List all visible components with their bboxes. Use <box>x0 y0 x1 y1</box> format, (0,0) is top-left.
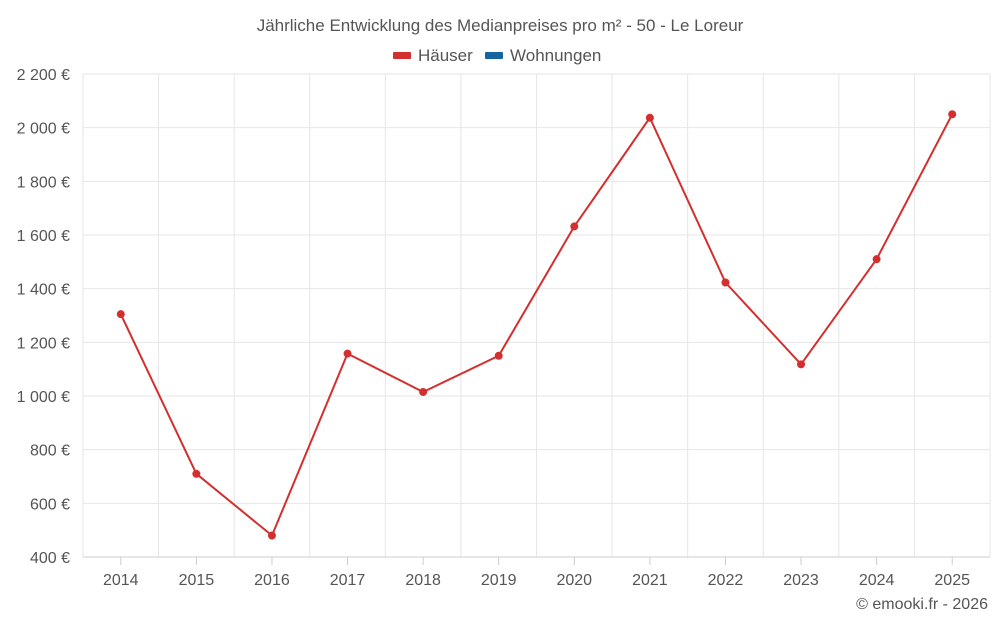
data-point[interactable] <box>267 531 276 540</box>
credit-text: © emooki.fr - 2026 <box>856 596 988 613</box>
data-point[interactable] <box>343 349 352 358</box>
x-tick-label: 2025 <box>934 572 970 589</box>
y-tick-label: 400 € <box>30 550 70 567</box>
x-axis: 2014 2015 2016 2017 2018 2019 2020 2021 2022 2023… <box>83 556 990 589</box>
data-point[interactable] <box>721 278 730 287</box>
legend-label-hauser[interactable]: Häuser <box>418 46 473 65</box>
data-point[interactable] <box>419 387 428 396</box>
y-tick-label: 800 € <box>30 443 70 460</box>
y-tick-label: 2 200 € <box>17 67 70 84</box>
y-tick-label: 1 800 € <box>17 174 70 191</box>
y-tick-label: 1 600 € <box>17 228 70 245</box>
y-tick-label: 1 000 € <box>17 389 70 406</box>
data-point[interactable] <box>872 255 881 264</box>
chart-title: Jährliche Entwicklung des Medianpreises … <box>257 16 744 35</box>
y-tick-label: 1 200 € <box>17 335 70 352</box>
data-point[interactable] <box>494 351 503 360</box>
series-hauser <box>116 110 957 540</box>
y-tick-label: 2 000 € <box>17 121 70 138</box>
data-point[interactable] <box>192 469 201 478</box>
legend: Häuser Wohnungen <box>393 46 601 65</box>
x-tick-label: 2016 <box>254 572 290 589</box>
x-tick-label: 2019 <box>481 572 517 589</box>
x-tick-label: 2022 <box>708 572 744 589</box>
x-tick-label: 2024 <box>859 572 895 589</box>
y-tick-label: 600 € <box>30 496 70 513</box>
data-point[interactable] <box>645 113 654 122</box>
grid <box>82 73 991 557</box>
x-tick-label: 2020 <box>556 572 592 589</box>
x-tick-label: 2021 <box>632 572 668 589</box>
legend-label-wohnungen[interactable]: Wohnungen <box>510 46 601 65</box>
legend-swatch-wohnungen[interactable] <box>485 52 503 59</box>
data-point[interactable] <box>570 222 579 231</box>
y-axis: 400 € 600 € 800 € 1 000 € 1 200 € 1 400 € 1 60… <box>17 67 70 567</box>
data-point[interactable] <box>116 310 125 319</box>
legend-swatch-hauser[interactable] <box>393 52 411 59</box>
series-line <box>119 113 954 537</box>
x-tick-label: 2014 <box>103 572 139 589</box>
data-point[interactable] <box>797 360 806 369</box>
x-tick-label: 2017 <box>330 572 366 589</box>
data-point[interactable] <box>948 110 957 119</box>
x-tick-label: 2018 <box>405 572 441 589</box>
x-tick-label: 2023 <box>783 572 819 589</box>
x-tick-label: 2015 <box>179 572 215 589</box>
y-tick-label: 1 400 € <box>17 282 70 299</box>
